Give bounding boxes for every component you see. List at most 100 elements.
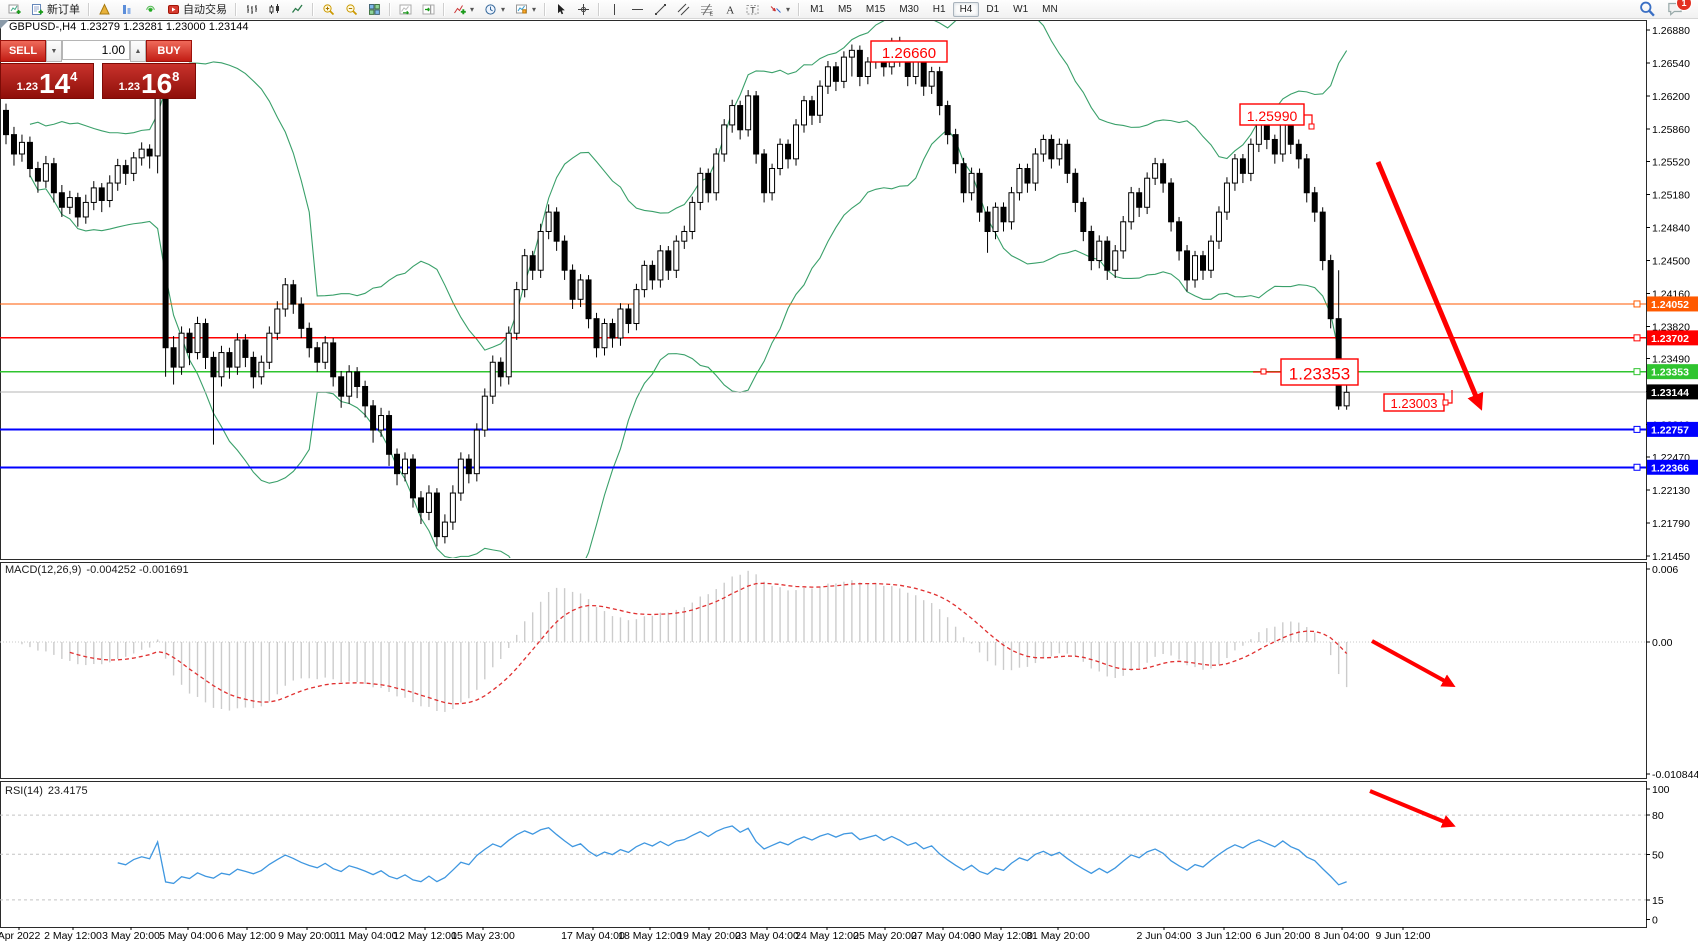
candle-bull	[481, 395, 488, 431]
autotrading-button[interactable]: 自动交易	[162, 0, 232, 19]
arrows-button[interactable]: ▾	[764, 0, 795, 19]
price-annotation-box-1.26660[interactable]	[870, 40, 948, 63]
price-axis-tick: 1.22130	[1652, 485, 1690, 497]
chat-button[interactable]: 1	[1666, 0, 1692, 17]
buy-button[interactable]: BUY	[146, 40, 192, 62]
toolbar-separator	[598, 2, 601, 16]
volume-input[interactable]	[62, 40, 130, 60]
label-button[interactable]: T	[741, 0, 764, 19]
candle-bull	[1247, 143, 1254, 174]
timeframe-w1[interactable]: W1	[1013, 3, 1029, 15]
price-tag-text: 1.23353	[1651, 367, 1689, 379]
fibonacci-button[interactable]: E	[695, 0, 718, 19]
templates-button[interactable]: ▾	[510, 0, 541, 19]
candle-bull	[545, 211, 552, 232]
chart-shift-button[interactable]	[417, 0, 440, 19]
macd-axis-tick: 0.00	[1652, 637, 1673, 649]
toolbar-separator	[312, 2, 314, 16]
cursor-button[interactable]	[549, 0, 572, 19]
date-axis-label: Apr 2022	[0, 930, 40, 942]
periods-button[interactable]: ▾	[479, 0, 510, 19]
price-axis-tick: 1.25520	[1652, 157, 1690, 169]
hline-handle[interactable]	[1633, 463, 1641, 471]
candle-bull	[1032, 153, 1039, 184]
candle-bear	[186, 332, 193, 354]
volume-decrease-button[interactable]: ▼	[46, 40, 62, 62]
cursor-icon	[558, 3, 565, 14]
candle-bull	[721, 124, 728, 155]
tile-windows-button[interactable]	[363, 0, 386, 19]
tile-icon	[369, 3, 380, 15]
timeframe-mn[interactable]: MN	[1042, 3, 1058, 15]
date-axis-label: 9 May 20:00	[278, 930, 336, 942]
rsi-axis-tick: 100	[1652, 784, 1670, 796]
vertical-line-button[interactable]	[603, 0, 626, 19]
candle-bull	[697, 172, 704, 203]
hline-icon	[632, 8, 644, 10]
hline-handle[interactable]	[1633, 368, 1641, 376]
buy-price-display[interactable]: 1.23 16 8	[102, 63, 196, 99]
candle-bear	[1239, 158, 1246, 174]
line-chart-button[interactable]	[286, 0, 309, 19]
channel-button[interactable]	[672, 0, 695, 19]
indicators-button[interactable]: ▾	[448, 0, 479, 19]
horizontal-line-button[interactable]	[626, 0, 649, 19]
new-chart-button[interactable]	[3, 0, 26, 19]
data-window-button[interactable]	[116, 0, 139, 19]
candle-bull	[1192, 255, 1199, 281]
trend-arrow[interactable]	[1371, 639, 1456, 687]
candle-bull	[1343, 391, 1350, 407]
timeframe-m30[interactable]: M30	[899, 3, 919, 15]
timeframe-m15[interactable]: M15	[865, 3, 886, 15]
candle-bear	[1319, 211, 1326, 262]
chat-badge: 1	[1676, 0, 1692, 11]
candles	[3, 36, 1350, 547]
candle-bear	[354, 371, 361, 387]
pane-border	[0, 562, 1647, 779]
one-click-collapse-icon[interactable]	[0, 20, 9, 29]
search-button[interactable]	[1639, 1, 1656, 18]
chevron-down-icon: ▾	[532, 4, 537, 14]
candle-bull	[66, 197, 73, 208]
auto-scroll-button[interactable]	[394, 0, 417, 19]
candle-bull	[1215, 211, 1222, 242]
candle-bear	[1048, 138, 1055, 160]
text-button[interactable]: A	[718, 0, 741, 19]
timeframe-d1[interactable]: D1	[986, 3, 1000, 15]
timeframe-m5[interactable]: M5	[837, 3, 852, 15]
candlestick-chart-button[interactable]	[263, 0, 286, 19]
candle-bear	[1295, 143, 1302, 160]
candle-bear	[314, 347, 321, 363]
sell-button[interactable]: SELL	[0, 40, 46, 62]
market-button[interactable]	[93, 0, 116, 19]
trend-arrow[interactable]	[1369, 789, 1456, 828]
candle-bull	[928, 71, 935, 87]
fibo-icon: E	[701, 3, 713, 16]
new-order-button[interactable]: 新订单	[26, 0, 85, 19]
candle-bull	[689, 201, 696, 232]
search-icon	[1640, 1, 1655, 16]
price-tag	[1647, 384, 1698, 400]
trendline-button[interactable]	[649, 0, 672, 19]
hline-handle[interactable]	[1633, 425, 1641, 433]
hline-handle[interactable]	[1633, 334, 1641, 342]
hline-handle[interactable]	[1633, 300, 1641, 308]
timeframe-m1[interactable]: M1	[810, 3, 824, 15]
zoom-out-button[interactable]	[340, 0, 363, 19]
timeframe-h4[interactable]: H4	[952, 1, 980, 17]
sell-price-big: 14	[39, 68, 71, 99]
candle-bear	[242, 339, 249, 358]
timeframe-h1[interactable]: H1	[932, 3, 946, 15]
crosshair-button[interactable]	[572, 0, 595, 19]
trend-arrow[interactable]	[1375, 161, 1484, 411]
new-order-button-label: 新订单	[47, 4, 80, 16]
candle-bull	[1016, 168, 1023, 194]
signals-button[interactable]	[139, 0, 162, 19]
sell-price-display[interactable]: 1.23 14 4	[0, 63, 94, 99]
price-tag	[1647, 459, 1698, 475]
candle-bull	[274, 308, 281, 334]
zoom-in-button[interactable]	[317, 0, 340, 19]
bar-chart-button[interactable]	[240, 0, 263, 19]
volume-increase-button[interactable]: ▲	[130, 40, 146, 62]
